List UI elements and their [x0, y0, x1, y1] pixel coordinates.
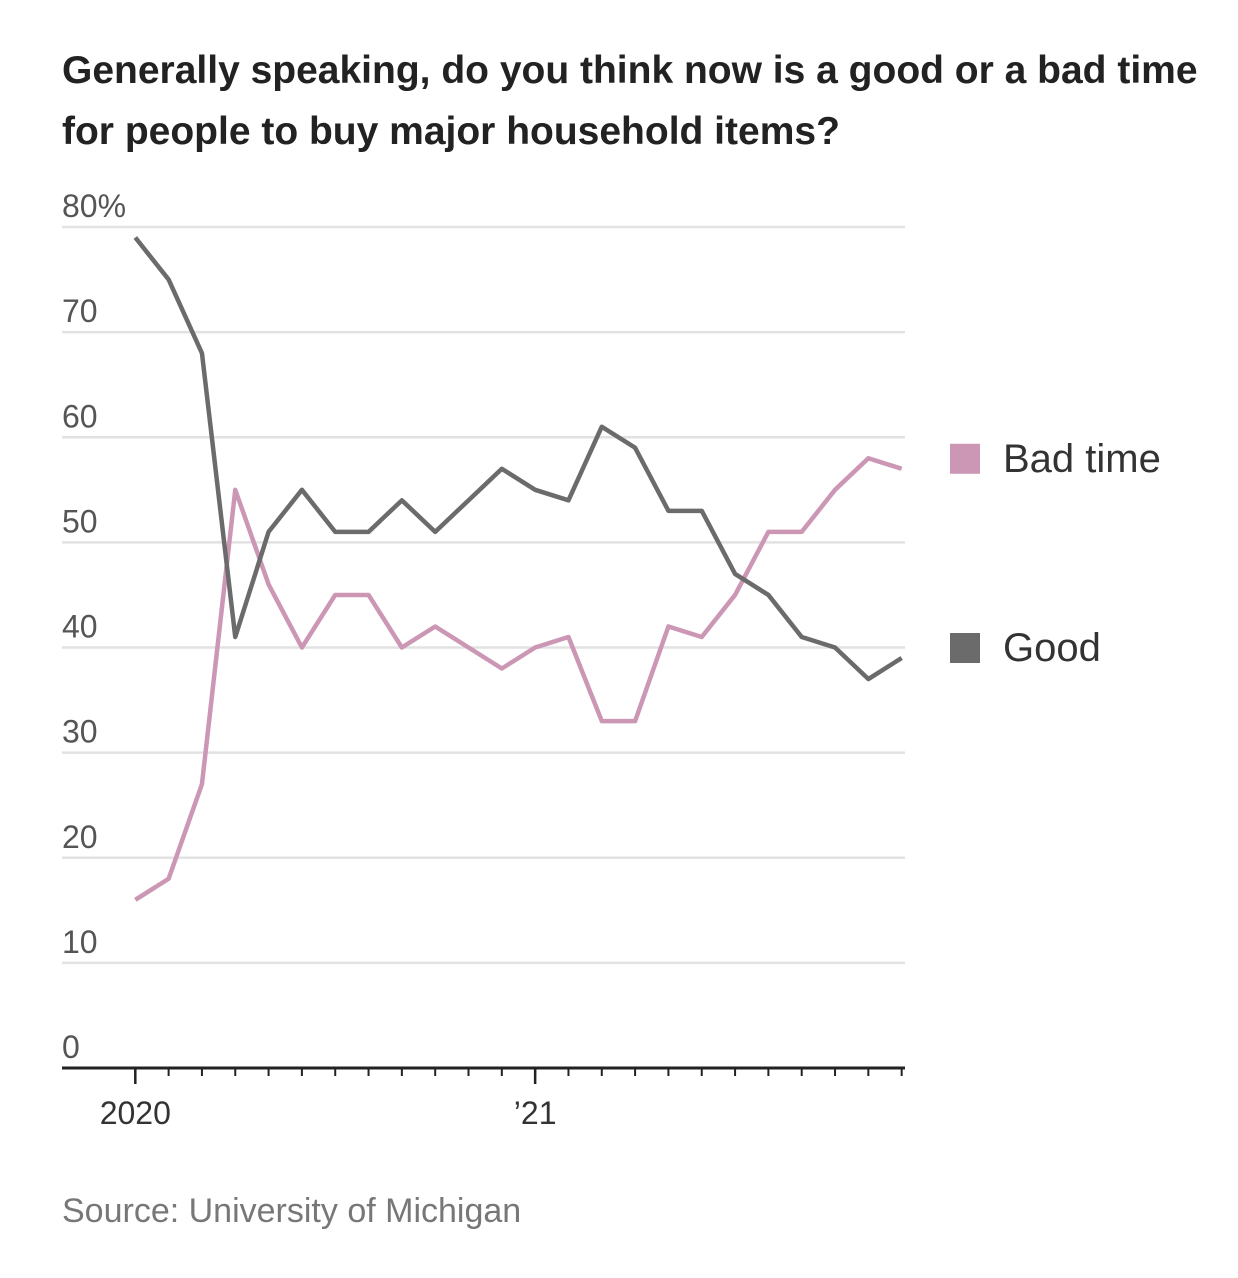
legend-label: Bad time [1003, 437, 1161, 481]
x-tick-label: ’21 [514, 1095, 557, 1131]
y-tick-label: 80% [62, 188, 126, 224]
source-note: Source: University of Michigan [62, 1192, 522, 1230]
legend-label: Good [1003, 626, 1101, 670]
y-tick-label: 70 [62, 293, 98, 329]
y-tick-label: 60 [62, 398, 98, 434]
y-tick-label: 0 [62, 1029, 80, 1065]
y-tick-label: 10 [62, 924, 98, 960]
chart-title: Generally speaking, do you think now is … [62, 49, 1198, 153]
legend-swatch [950, 443, 980, 474]
y-tick-label: 50 [62, 503, 98, 539]
series-line [133, 236, 903, 682]
y-tick-label: 40 [62, 609, 98, 645]
legend-swatch [950, 633, 980, 664]
x-tick-label: 2020 [100, 1095, 171, 1131]
y-tick-label: 30 [62, 714, 98, 750]
y-tick-label: 20 [62, 819, 98, 855]
series-line [134, 456, 903, 902]
